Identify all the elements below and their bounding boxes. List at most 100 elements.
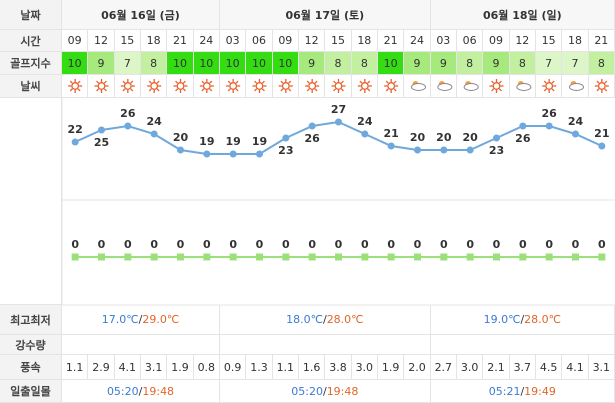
- sun-ray: [130, 88, 134, 92]
- date-header: 06월 16일 (금): [62, 0, 220, 30]
- value: 19:48: [142, 384, 175, 398]
- sun-ray: [333, 80, 337, 84]
- weather-cell: [272, 75, 299, 98]
- date-header: 06월 18일 (일): [430, 0, 615, 30]
- data-label: 20: [436, 131, 452, 144]
- point: [414, 253, 421, 261]
- data-label: 0: [308, 238, 316, 251]
- point: [572, 253, 579, 261]
- wind: 1.1: [272, 355, 299, 380]
- weather-cell: [536, 75, 563, 98]
- sun-ray: [604, 88, 608, 92]
- sun-ray: [314, 88, 318, 92]
- sun-ray: [209, 88, 213, 92]
- time: 15: [325, 30, 352, 52]
- sun-ray: [385, 80, 389, 84]
- point: [177, 253, 184, 261]
- weather-cell: [141, 75, 168, 98]
- data-label: 0: [414, 238, 422, 251]
- value: 05:21: [488, 384, 521, 398]
- weather-cell: [246, 75, 273, 98]
- wind: 0.8: [193, 355, 220, 380]
- sun-ray: [288, 88, 292, 92]
- sun-ray: [96, 88, 100, 92]
- sun-ray: [227, 88, 231, 92]
- point: [229, 253, 237, 261]
- wind: 3.8: [325, 355, 352, 380]
- golf-index: 10: [193, 52, 220, 75]
- golf-index: 10: [246, 52, 273, 75]
- point: [282, 134, 290, 142]
- point: [361, 130, 369, 138]
- data-label: 21: [384, 127, 399, 140]
- sun-ray: [103, 88, 107, 92]
- data-label: 0: [493, 238, 501, 251]
- sun-ray: [148, 88, 152, 92]
- sun-ray: [148, 80, 152, 84]
- sun-icon: [97, 82, 106, 90]
- cloud-icon: [411, 83, 426, 91]
- sun-ray: [103, 80, 107, 84]
- sun-ray: [314, 80, 318, 84]
- sunrise-sunset: 05:20/19:48: [62, 380, 220, 403]
- sun-ray: [498, 88, 502, 92]
- value: 19.0℃: [483, 313, 521, 326]
- data-label: 22: [68, 123, 83, 136]
- time: 03: [430, 30, 457, 52]
- wind: 1.9: [167, 355, 194, 380]
- point: [387, 142, 395, 150]
- wind: 3.1: [141, 355, 168, 380]
- sun-ray: [306, 88, 310, 92]
- sun-ray: [182, 88, 186, 92]
- data-label: 19: [199, 135, 214, 148]
- point: [256, 253, 263, 261]
- weather-cell: [351, 75, 378, 98]
- data-label: 24: [147, 115, 163, 128]
- sun-icon: [202, 82, 211, 90]
- wind: 3.7: [509, 355, 536, 380]
- sun-icon: [492, 82, 501, 90]
- golf-index: 10: [62, 52, 89, 75]
- golf-index: 9: [88, 52, 115, 75]
- value: 19:48: [326, 384, 359, 398]
- golf-index: 9: [404, 52, 431, 75]
- golf-index: 8: [325, 52, 352, 75]
- golf-index: 7: [562, 52, 589, 75]
- row-label: 풍속: [0, 355, 62, 380]
- data-label: 0: [229, 238, 237, 251]
- time: 18: [141, 30, 168, 52]
- date-header: 06월 17일 (토): [220, 0, 431, 30]
- point: [466, 146, 474, 154]
- point: [256, 150, 263, 158]
- wind: 1.3: [246, 355, 273, 380]
- time: 18: [351, 30, 378, 52]
- sun-icon: [360, 82, 369, 90]
- data-label: 0: [519, 238, 527, 251]
- golf-index: 10: [167, 52, 194, 75]
- sun-ray: [77, 80, 81, 84]
- sun-icon: [176, 82, 185, 90]
- time: 06: [457, 30, 484, 52]
- value: 05:20: [106, 384, 139, 398]
- sunrise-sunset: 05:20/19:48: [220, 380, 431, 403]
- data-label: 0: [440, 238, 448, 251]
- sun-ray: [201, 88, 205, 92]
- sun-icon: [387, 82, 396, 90]
- golf-index: 8: [457, 52, 484, 75]
- wind: 4.5: [536, 355, 563, 380]
- wind: 1.9: [378, 355, 405, 380]
- weather-cell: [62, 75, 89, 98]
- data-label: 0: [572, 238, 580, 251]
- row-label: 강수량: [0, 335, 62, 355]
- value: 28.0℃: [524, 313, 562, 326]
- time: 09: [272, 30, 299, 52]
- golf-index: 10: [220, 52, 247, 75]
- data-label: 19: [226, 135, 241, 148]
- point: [203, 150, 211, 158]
- data-label: 0: [466, 238, 474, 251]
- sun-ray: [130, 80, 134, 84]
- wind: 3.1: [588, 355, 615, 380]
- weather-cell: [404, 75, 431, 98]
- weather-cell: [114, 75, 141, 98]
